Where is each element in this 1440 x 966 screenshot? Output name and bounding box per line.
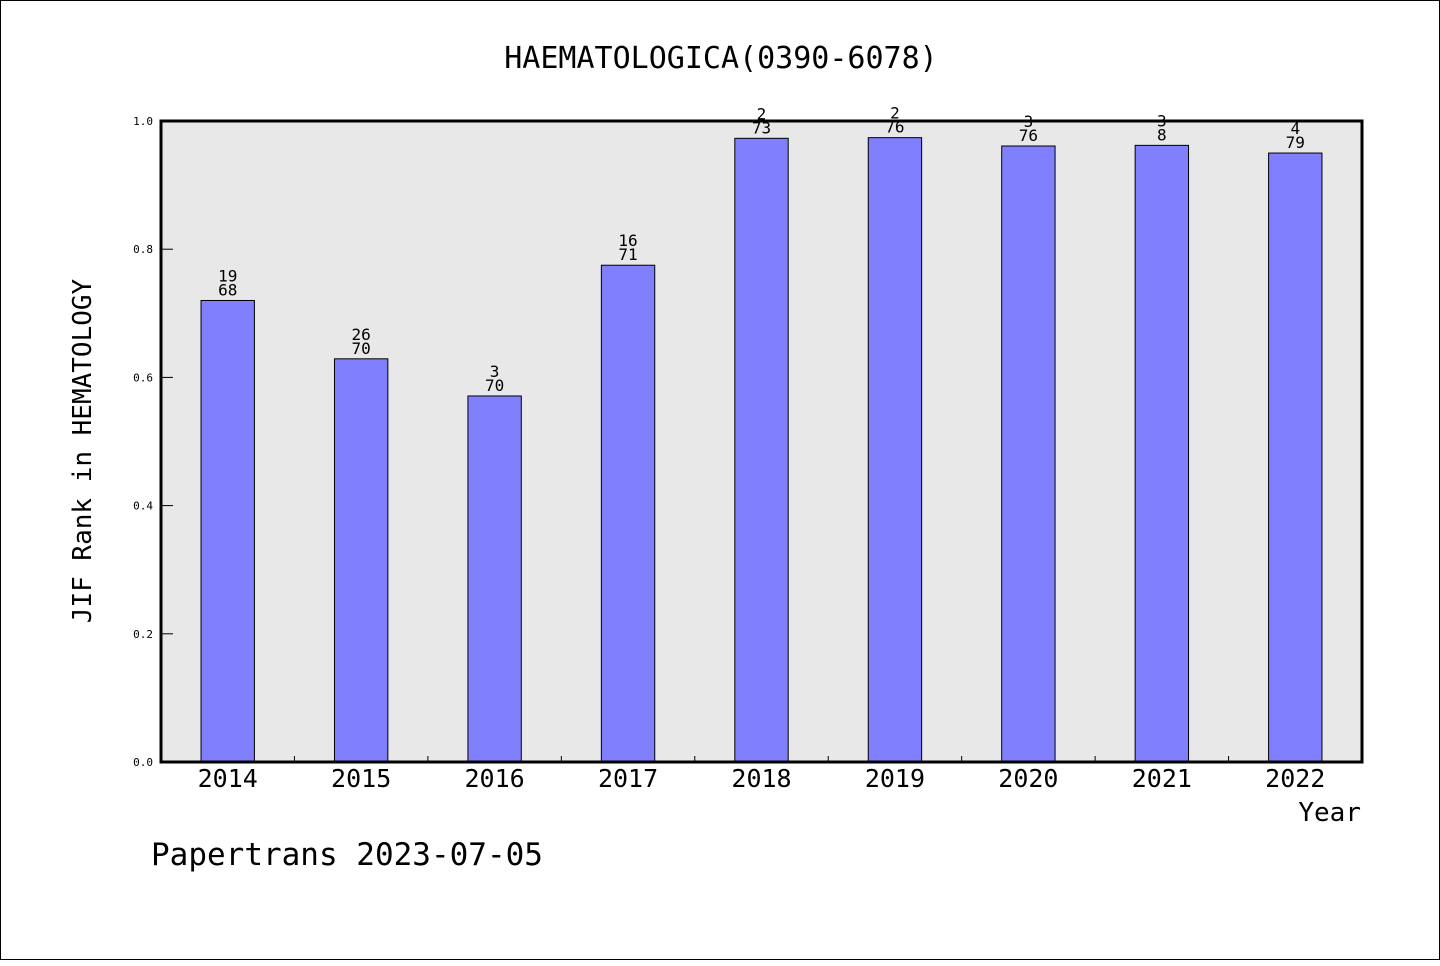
bar-label-rank: 16 [618,231,637,250]
x-tick-label: 2015 [331,764,391,793]
plot-border [159,119,1364,764]
bar [1134,144,1190,763]
x-axis-label: Year [1298,798,1361,828]
bar [467,395,522,763]
bar-label-rank: 2 [757,104,767,123]
bar-label-total: 76 [1019,126,1038,145]
y-tick-label: 0.2 [133,628,153,641]
bar [1268,152,1323,763]
y-tick-labels: 0.0 0.2 0.4 0.6 0.8 1.0 [133,115,153,769]
y-tick-label: 1.0 [133,115,153,128]
x-tick-label: 2021 [1132,764,1192,793]
bar-label-rank: 3 [490,362,500,381]
bar [734,137,789,763]
bar-label-total: 70 [352,339,371,358]
bar-label-rank: 4 [1290,119,1300,138]
bar-label-rank: 2 [890,104,900,123]
x-tick-label: 2016 [465,764,525,793]
y-tick-label: 0.6 [133,371,153,384]
bar [200,299,255,763]
bar-label-rank: 26 [352,325,371,344]
y-axis-label: JIF Rank in HEMATOLOGY [68,278,98,623]
bar [600,264,656,763]
x-tick-label: 2014 [198,764,258,793]
x-tick-label: 2017 [598,764,658,793]
bar-label-total: 8 [1157,125,1167,144]
bar [1001,145,1056,763]
bar-label-total: 73 [752,118,771,137]
x-tick-label: 2022 [1265,764,1325,793]
x-tick-label: 2018 [731,764,791,793]
y-tick-label: 0.8 [133,243,153,256]
bar-label-total: 70 [485,376,504,395]
bar [867,137,923,763]
y-tick-label: 0.4 [133,500,153,513]
bar-label-total: 71 [618,245,637,264]
y-tick-label: 0.0 [133,756,153,769]
x-tick-label: 2019 [865,764,925,793]
bar [333,358,389,763]
chart-title: HAEMATOLOGICA(0390-6078) [504,41,937,76]
footer-text: Papertrans 2023-07-05 [151,837,543,873]
bar-series [200,137,1323,763]
x-tick-labels: 2014 2015 2016 2017 2018 2019 2020 2021 2022 [198,764,1326,793]
bar-label-total: 68 [218,280,237,299]
bar-label-total: 79 [1286,133,1305,152]
bar-label-rank: 19 [218,266,237,285]
x-tick-label: 2020 [998,764,1058,793]
